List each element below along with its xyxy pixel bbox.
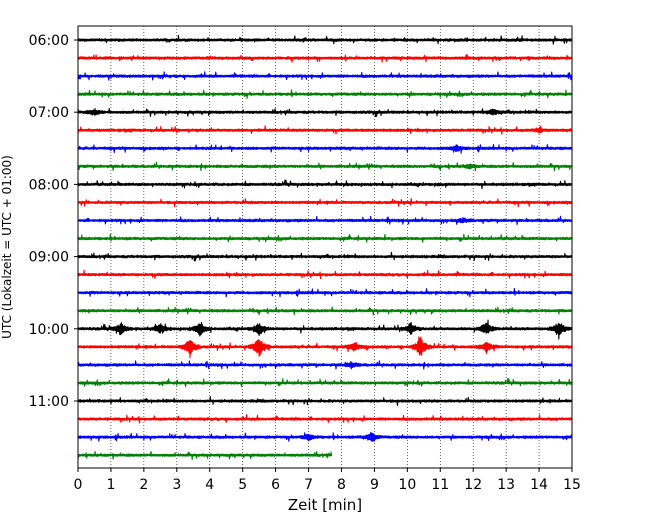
seismogram-trace (77, 34, 573, 45)
y-tick-label: 06:00 (29, 33, 69, 49)
seismogram-trace (77, 54, 573, 63)
x-tick-label: 9 (370, 477, 379, 493)
seismogram-trace (77, 71, 573, 81)
seismogram-trace (77, 179, 573, 190)
seismogram-trace (77, 251, 573, 262)
seismogram-trace (77, 125, 573, 135)
seismogram-traces (77, 34, 573, 460)
y-axis-label: UTC (Lokalzeit = UTC + 01:00) (0, 155, 14, 339)
seismogram-trace (77, 215, 573, 226)
x-tick-label: 14 (530, 477, 548, 493)
seismogram-trace (77, 396, 573, 406)
x-tick-label: 7 (304, 477, 313, 493)
seismogram-trace (77, 414, 573, 424)
seismogram-trace (77, 269, 573, 280)
y-tick-label: 10:00 (29, 322, 69, 338)
seismogram-trace (77, 378, 573, 388)
seismogram-trace (77, 450, 333, 460)
seismogram-trace (77, 144, 573, 154)
x-axis-ticks: 0 1 2 3 4 5 6 7 8 9 10 11 12 13 14 15 (74, 468, 581, 493)
x-tick-label: 0 (74, 477, 83, 493)
seismogram-trace (77, 336, 573, 359)
x-tick-label: 8 (337, 477, 346, 493)
seismogram-trace (77, 161, 573, 172)
seismogram-trace (77, 306, 573, 316)
x-tick-label: 6 (271, 477, 280, 493)
x-tick-label: 1 (106, 477, 115, 493)
y-tick-label: 07:00 (29, 105, 69, 121)
y-tick-label: 09:00 (29, 250, 69, 266)
x-tick-label: 10 (398, 477, 416, 493)
x-tick-label: 13 (497, 477, 515, 493)
x-tick-label: 3 (172, 477, 181, 493)
x-tick-label: 2 (139, 477, 148, 493)
x-tick-label: 4 (205, 477, 214, 493)
y-tick-label: 08:00 (29, 177, 69, 193)
seismogram-trace (77, 233, 573, 243)
x-tick-label: 12 (464, 477, 482, 493)
seismogram-trace (77, 319, 573, 340)
seismogram-trace (77, 107, 573, 118)
seismogram-trace (77, 287, 573, 298)
plot-frame (77, 25, 573, 469)
seismogram-trace (77, 198, 573, 208)
x-tick-label: 11 (431, 477, 449, 493)
seismogram-trace (77, 89, 573, 99)
seismogram-trace (77, 360, 573, 370)
x-tick-label: 5 (238, 477, 247, 493)
seismogram-trace (77, 432, 573, 443)
x-tick-label: 15 (563, 477, 581, 493)
y-tick-label: 11:00 (29, 394, 69, 410)
x-axis-label: Zeit [min] (288, 496, 362, 514)
y-axis-ticks: 06:00 07:00 08:00 09:00 10:00 11:00 (29, 33, 78, 410)
